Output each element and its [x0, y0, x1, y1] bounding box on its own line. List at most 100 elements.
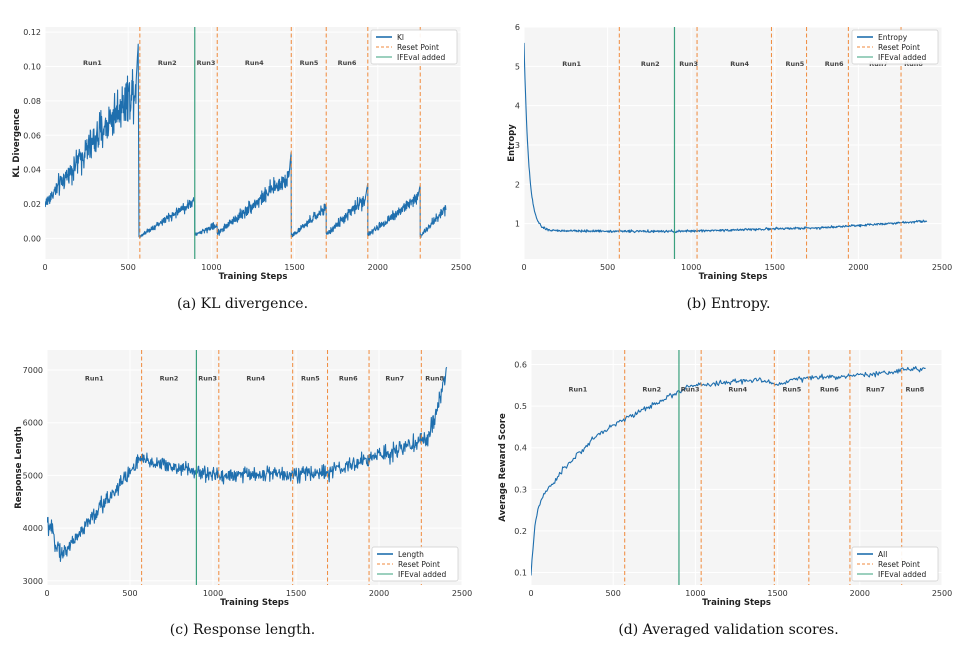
x-tick-label: 500 [600, 263, 615, 272]
run-label: Run6 [825, 60, 844, 68]
x-tick-label: 2500 [932, 263, 952, 272]
x-tick-label: 500 [606, 589, 621, 598]
y-tick-label: 0.04 [23, 166, 41, 175]
run-label: Run4 [246, 374, 265, 382]
run-label: Run8 [425, 374, 444, 382]
x-tick-label: 1500 [767, 589, 787, 598]
legend-label: IFEval added [878, 570, 926, 579]
y-tick-label: 7000 [23, 366, 43, 375]
legend-box [851, 29, 939, 65]
x-tick-label: 500 [121, 263, 136, 272]
x-tick-label: 0 [528, 589, 533, 598]
y-tick-label: 5 [515, 62, 520, 71]
run-label: Run4 [728, 385, 747, 393]
y-tick-label: 3 [515, 141, 520, 150]
run-label: Run1 [568, 385, 587, 393]
run-label: Run6 [338, 59, 357, 67]
series-layer [47, 366, 448, 563]
legend-label: All [878, 550, 887, 559]
x-tick-label: 1000 [681, 263, 701, 272]
run-label: Run4 [730, 60, 749, 68]
run-label: Run3 [681, 385, 700, 393]
y-tick-label: 0.6 [514, 361, 527, 370]
run-label: Run2 [160, 374, 179, 382]
run-label: Run7 [866, 385, 885, 393]
x-tick-label: 500 [122, 589, 137, 598]
run-label: Run2 [158, 59, 177, 67]
legend-label: Entropy [878, 33, 908, 42]
y-tick-label: 0.02 [23, 200, 41, 209]
y-tick-label: 0.3 [514, 485, 527, 494]
series-line-entropy [524, 42, 928, 234]
run-label: Run5 [785, 60, 804, 68]
legend-label: IFEval added [878, 53, 926, 62]
x-tick-label: 2500 [932, 589, 952, 598]
run-label: Run3 [198, 374, 217, 382]
legend-label: Reset Point [398, 560, 440, 569]
x-tick-label: 1000 [685, 589, 705, 598]
legend-label: IFEval added [398, 570, 446, 579]
y-tick-label: 0.06 [23, 131, 41, 140]
x-tick-label: 0 [521, 263, 526, 272]
run-label: Run7 [385, 374, 404, 382]
x-tick-label: 2000 [848, 263, 868, 272]
x-tick-label: 0 [42, 263, 47, 272]
y-axis-label: Entropy [507, 124, 517, 162]
legend-label: IFEval added [397, 53, 445, 62]
y-axis-label: Response Length [14, 426, 24, 509]
y-tick-label: 0.4 [514, 444, 527, 453]
x-tick-label: 2500 [452, 589, 472, 598]
y-tick-label: 2 [515, 180, 520, 189]
run-label: Run6 [820, 385, 839, 393]
y-axis-label: Average Reward Score [498, 413, 508, 522]
run-label: Run1 [83, 59, 102, 67]
series-line-length [47, 366, 448, 563]
y-tick-label: 0.5 [514, 402, 527, 411]
legend-box [370, 29, 458, 65]
y-tick-label: 0.10 [23, 63, 41, 72]
x-axis-label: Training Steps [219, 272, 288, 282]
caption-length: (c) Response length. [169, 622, 316, 638]
x-tick-label: 1500 [284, 263, 304, 272]
y-tick-label: 0.1 [514, 569, 527, 578]
series-line-kl [45, 43, 447, 239]
series-layer [45, 43, 447, 239]
plot-area [531, 350, 942, 585]
series-layer [531, 366, 926, 576]
y-tick-label: 0.08 [23, 97, 41, 106]
run-label: Run5 [300, 59, 319, 67]
x-tick-label: 0 [44, 589, 49, 598]
y-tick-label: 5000 [23, 471, 43, 480]
y-tick-label: 1 [515, 220, 520, 229]
run-label: Run1 [562, 60, 581, 68]
x-axis-label: Training Steps [220, 598, 289, 608]
x-tick-label: 2000 [368, 263, 388, 272]
x-axis-label: Training Steps [699, 272, 768, 282]
run-label: Run5 [783, 385, 802, 393]
x-tick-label: 2500 [451, 263, 471, 272]
y-tick-label: 4000 [23, 524, 43, 533]
plot-area [45, 27, 461, 259]
caption-scores: (d) Averaged validation scores. [618, 622, 839, 638]
run-label: Run1 [85, 374, 104, 382]
run-label: Run4 [245, 59, 264, 67]
caption-entropy: (b) Entropy. [686, 296, 771, 312]
x-tick-label: 1000 [203, 589, 223, 598]
caption-kl: (a) KL divergence. [176, 296, 309, 312]
y-axis-label: KL Divergence [12, 108, 22, 177]
run-label: Run8 [905, 385, 924, 393]
legend-label: Reset Point [878, 43, 920, 52]
y-tick-label: 3000 [23, 577, 43, 586]
run-label: Run2 [641, 60, 660, 68]
x-axis-label: Training Steps [702, 598, 771, 608]
y-tick-label: 0.12 [23, 28, 41, 37]
series-layer [524, 42, 928, 234]
legend-label: Kl [397, 33, 404, 42]
y-tick-label: 0.2 [514, 527, 527, 536]
legend-label: Reset Point [878, 560, 920, 569]
run-label: Run3 [197, 59, 216, 67]
run-label: Run6 [339, 374, 358, 382]
